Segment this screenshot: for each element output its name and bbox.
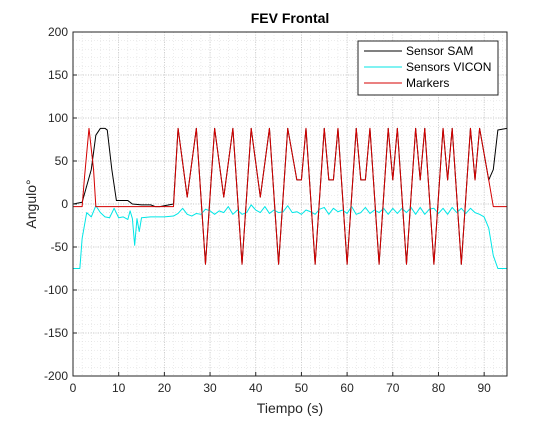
y-tick-label: 100: [48, 111, 68, 125]
x-tick-label: 70: [386, 381, 400, 395]
legend-label-2: Sensors VICON: [406, 60, 491, 74]
y-tick-label: -200: [44, 369, 68, 383]
legend-label-3: Markers: [406, 76, 449, 90]
legend-box: [357, 40, 499, 96]
x-tick-label: 40: [249, 381, 263, 395]
y-tick-label: -100: [44, 283, 68, 297]
x-tick-label: 10: [112, 381, 126, 395]
y-tick-label: 50: [55, 154, 69, 168]
x-tick-label: 80: [432, 381, 446, 395]
x-tick-label: 60: [340, 381, 354, 395]
x-tick-label: 20: [158, 381, 172, 395]
legend-label-1: Sensor SAM: [406, 44, 473, 58]
chart-title: FEV Frontal: [251, 10, 330, 26]
y-tick-label: 150: [48, 68, 68, 82]
series-line-2: [73, 204, 507, 269]
series-line-3: [73, 127, 507, 265]
x-tick-label: 90: [477, 381, 491, 395]
y-tick-label: -150: [44, 326, 68, 340]
legend: Sensor SAM Sensors VICON Markers: [357, 40, 499, 96]
y-axis: -200 -150 -100 -50 0 50 100 150 200: [44, 25, 77, 383]
x-tick-label: 0: [70, 381, 77, 395]
x-axis: 0 10 20 30 40 50 60 70 80 90: [70, 372, 491, 395]
minor-grid: [72, 31, 507, 377]
series-layer: [73, 127, 507, 269]
x-tick-label: 30: [203, 381, 217, 395]
y-tick-label: 200: [48, 25, 68, 39]
x-tick-label: 50: [295, 381, 309, 395]
y-tick-label: -50: [51, 240, 69, 254]
x-axis-label: Tiempo (s): [257, 400, 323, 416]
y-axis-label: Angulo°: [23, 179, 39, 228]
y-tick-label: 0: [61, 197, 68, 211]
